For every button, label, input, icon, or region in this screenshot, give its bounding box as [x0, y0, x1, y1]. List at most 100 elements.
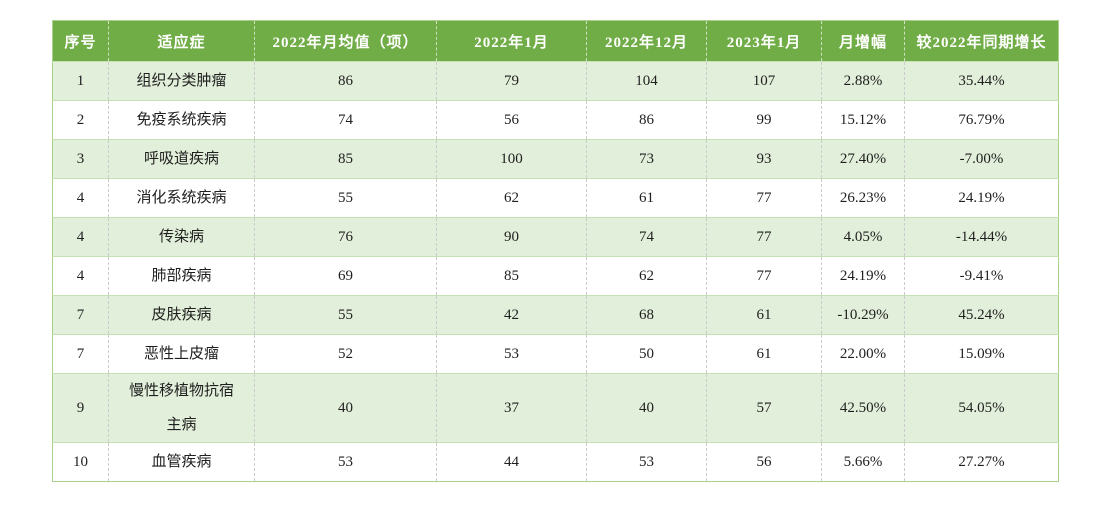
cell-text: 69 [338, 267, 353, 284]
column-header-6: 月增幅 [821, 20, 905, 62]
cell-text: 53 [504, 345, 519, 362]
header-row: 序号 适应症 2022年月均值（项） 2022年1月 2022年12月 2023年1月 月增… [52, 20, 1059, 62]
value-cell: 77 [706, 217, 822, 257]
cell-text: 93 [756, 150, 772, 167]
cell-text: 15.09% [958, 345, 1005, 362]
cell-text: 104 [635, 72, 658, 89]
cell-text: 血管疾病 [151, 454, 212, 470]
value-cell: 54.05% [904, 373, 1059, 443]
cell-text: 恶性上皮瘤 [143, 346, 219, 362]
cell-text: 26.23% [839, 189, 887, 206]
column-header-1: 适应症 [108, 20, 255, 62]
cell-text: 107 [752, 72, 776, 89]
value-cell: 15.09% [904, 334, 1059, 374]
cell-text: 79 [504, 72, 519, 89]
value-cell: -14.44% [904, 217, 1059, 257]
cell-text: 4 [76, 189, 85, 206]
table-row: 10 血管疾病 53 44 53 56 5.66% 27.27% [52, 442, 1059, 482]
cell-text: 76 [338, 228, 353, 245]
cell-text: 传染病 [158, 229, 204, 245]
table-row: 7 皮肤疾病 55 42 68 61 -10.29% 45.24% [52, 295, 1059, 335]
table-row: 7 恶性上皮瘤 52 53 50 61 22.00% 15.09% [52, 334, 1059, 374]
indication-cell: 消化系统疾病 [108, 178, 255, 218]
cell-text: 37 [504, 399, 519, 416]
value-cell: 40 [254, 373, 437, 443]
indication-cell: 恶性上皮瘤 [108, 334, 255, 374]
cell-text: 10 [73, 453, 88, 470]
cell-text: 61 [756, 345, 772, 362]
cell-text: 24.19% [958, 189, 1005, 206]
indications-data-table: 序号 适应症 2022年月均值（项） 2022年1月 2022年12月 2023年1月 月增… [52, 20, 1059, 482]
column-header-2: 2022年月均值（项） [254, 20, 437, 62]
cell-text: 73 [639, 150, 654, 167]
cell-text: 慢性移植物抗宿主病 [128, 383, 234, 433]
cell-text: 4 [76, 228, 85, 245]
cell-text: -9.41% [959, 267, 1004, 284]
value-cell: 24.19% [904, 178, 1059, 218]
indication-cell: 免疫系统疾病 [108, 100, 255, 140]
cell-text: 86 [639, 111, 654, 128]
value-cell: 74 [254, 100, 437, 140]
value-cell: -10.29% [821, 295, 905, 335]
value-cell: -9.41% [904, 256, 1059, 296]
cell-text: 45.24% [958, 306, 1005, 323]
cell-text: 22.00% [839, 345, 887, 362]
rank-cell: 4 [52, 178, 109, 218]
value-cell: 40 [586, 373, 707, 443]
value-cell: 42.50% [821, 373, 905, 443]
value-cell: 69 [254, 256, 437, 296]
value-cell: 107 [706, 61, 822, 101]
cell-text: 15.12% [839, 111, 887, 128]
value-cell: 86 [586, 100, 707, 140]
cell-text: 2 [76, 111, 85, 128]
cell-text: 消化系统疾病 [136, 190, 227, 206]
cell-text: 62 [504, 189, 519, 206]
value-cell: 56 [436, 100, 587, 140]
value-cell: 62 [436, 178, 587, 218]
cell-text: 2.88% [843, 72, 883, 89]
column-header-0: 序号 [52, 20, 109, 62]
cell-text: 40 [338, 399, 353, 416]
cell-text: 100 [500, 150, 523, 167]
value-cell: 76 [254, 217, 437, 257]
value-cell: 26.23% [821, 178, 905, 218]
cell-text: 55 [338, 189, 353, 206]
table-row: 4 传染病 76 90 74 77 4.05% -14.44% [52, 217, 1059, 257]
value-cell: 61 [706, 295, 822, 335]
table-row: 4 消化系统疾病 55 62 61 77 26.23% 24.19% [52, 178, 1059, 218]
indication-cell: 肺部疾病 [108, 256, 255, 296]
value-cell: 74 [586, 217, 707, 257]
value-cell: 85 [254, 139, 437, 179]
cell-text: 7 [76, 306, 85, 323]
value-cell: 27.40% [821, 139, 905, 179]
cell-text: 56 [756, 453, 772, 470]
indication-cell: 组织分类肿瘤 [108, 61, 255, 101]
cell-text: 皮肤疾病 [151, 307, 212, 323]
cell-text: 42 [504, 306, 519, 323]
value-cell: 55 [254, 178, 437, 218]
indication-cell: 慢性移植物抗宿主病 [108, 373, 255, 443]
indication-cell: 传染病 [108, 217, 255, 257]
column-header-7: 较2022年同期增长 [904, 20, 1059, 62]
cell-text: 4.05% [843, 228, 883, 245]
value-cell: 68 [586, 295, 707, 335]
cell-text: 68 [639, 306, 654, 323]
cell-text: 61 [756, 306, 772, 323]
cell-text: 57 [756, 399, 772, 416]
value-cell: 53 [436, 334, 587, 374]
value-cell: 61 [586, 178, 707, 218]
value-cell: 52 [254, 334, 437, 374]
cell-text: 44 [504, 453, 519, 470]
cell-text: 35.44% [958, 72, 1005, 89]
value-cell: 44 [436, 442, 587, 482]
cell-text: 53 [639, 453, 654, 470]
cell-text: 61 [639, 189, 654, 206]
table-row: 4 肺部疾病 69 85 62 77 24.19% -9.41% [52, 256, 1059, 296]
value-cell: 100 [436, 139, 587, 179]
cell-text: 90 [504, 228, 519, 245]
value-cell: 45.24% [904, 295, 1059, 335]
cell-text: 85 [504, 267, 519, 284]
cell-text: 86 [338, 72, 353, 89]
cell-text: 40 [639, 399, 654, 416]
